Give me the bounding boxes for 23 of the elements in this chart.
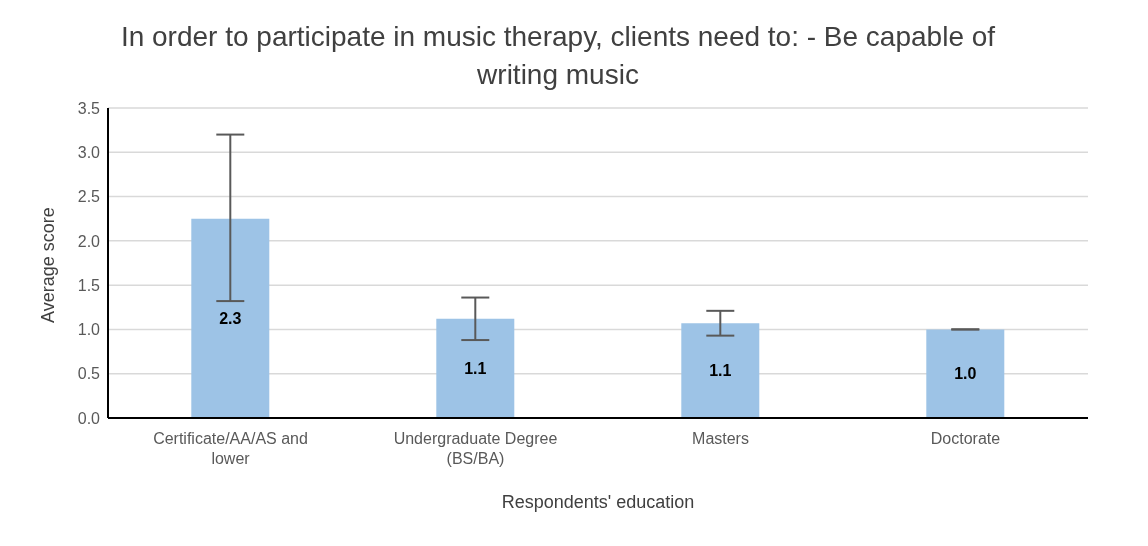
data-label: 2.3 <box>219 310 242 328</box>
chart-title: In order to participate in music therapy, clients need to: - Be capable of writing music <box>119 20 997 92</box>
y-tick-label: 0.0 <box>77 409 101 427</box>
x-tick-label: Doctorate <box>930 430 1001 447</box>
y-tick-label: 0.5 <box>77 365 101 383</box>
y-tick-label: 3.5 <box>77 99 101 117</box>
bar <box>926 329 1005 418</box>
y-tick-label: 1.5 <box>77 276 101 294</box>
x-tick-label: Masters <box>692 430 749 447</box>
y-tick-label: 1.0 <box>77 321 101 339</box>
y-tick-label: 3.0 <box>77 143 101 161</box>
y-tick-label: 2.0 <box>77 232 101 250</box>
bar <box>191 218 270 418</box>
bar <box>436 318 515 418</box>
bar <box>681 323 760 418</box>
data-label: 1.1 <box>709 362 732 380</box>
y-axis-title: Average score <box>38 207 59 323</box>
x-axis-title: Respondents' education <box>501 492 695 512</box>
data-label: 1.0 <box>954 365 977 383</box>
y-tick-label: 2.5 <box>77 188 101 206</box>
x-tick-label: Undergraduate Degree (BS/BA) <box>393 430 558 467</box>
x-tick-label: Certificate/AA/AS and lower <box>153 430 308 467</box>
data-label: 1.1 <box>464 360 487 378</box>
